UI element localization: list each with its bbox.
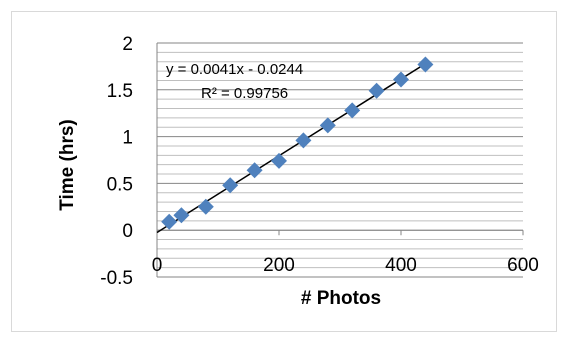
data-point xyxy=(197,198,214,215)
x-tick-labels: 0 200 400 600 xyxy=(152,255,539,276)
data-point xyxy=(295,132,312,149)
data-point xyxy=(344,102,361,119)
data-point xyxy=(246,162,263,179)
x-tick-label: 400 xyxy=(385,255,417,276)
data-point xyxy=(393,71,409,88)
y-tick-label: 1 xyxy=(122,128,133,149)
x-tick-label: 0 xyxy=(152,255,163,276)
data-point xyxy=(222,177,239,194)
x-axis-title: # Photos xyxy=(301,288,381,309)
y-tick-label: 2 xyxy=(122,34,133,55)
y-tick-labels: -0.5 0 0.5 1 1.5 2 xyxy=(100,34,133,289)
y-axis-title: Time (hrs) xyxy=(57,119,78,211)
x-tick-label: 600 xyxy=(507,255,539,276)
data-point xyxy=(173,207,190,224)
data-point xyxy=(319,117,336,134)
trendline-equation: y = 0.0041x - 0.0244 xyxy=(166,61,303,78)
data-point xyxy=(417,56,434,73)
chart-area xyxy=(11,11,557,332)
trendline xyxy=(156,61,429,234)
trendline-group xyxy=(156,61,429,234)
y-tick-label: -0.5 xyxy=(100,268,133,289)
trendline-r-squared: R² = 0.99756 xyxy=(201,85,288,102)
y-tick-label: 0.5 xyxy=(107,174,133,195)
data-point xyxy=(368,82,385,99)
y-tick-label: 1.5 xyxy=(107,81,133,102)
gridlines xyxy=(157,42,523,278)
data-point xyxy=(271,152,287,169)
x-tick-label: 200 xyxy=(263,255,295,276)
axes xyxy=(156,43,524,277)
y-tick-label: 0 xyxy=(122,221,133,242)
data-point xyxy=(161,213,178,230)
data-points xyxy=(161,56,434,230)
